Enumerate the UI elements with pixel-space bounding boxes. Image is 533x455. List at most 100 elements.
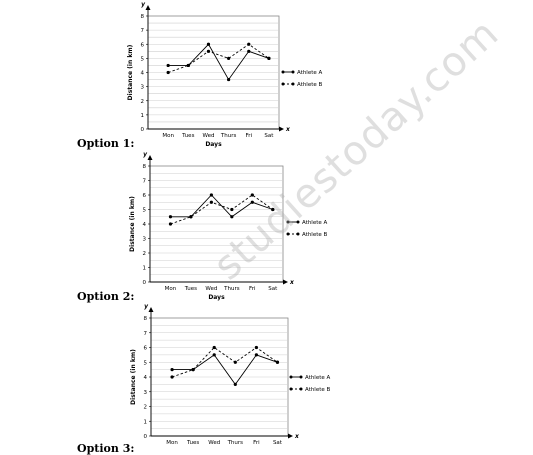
chart-2-athlete-a-point-wed <box>209 193 213 197</box>
chart-2-athlete-b-point-wed <box>209 200 213 204</box>
chart-1-y-axis-arrow <box>145 5 151 10</box>
chart-1-athlete-a-point-mon <box>166 63 170 68</box>
chart-1-y-tick-label: 4 <box>141 71 145 77</box>
chart-3-athlete-a-point-wed <box>212 353 216 357</box>
chart-3-x-tick-label: Tues <box>186 440 199 446</box>
chart-2-athlete-a-point-mon <box>168 215 173 219</box>
chart-3-y-tick-label: 5 <box>144 360 148 366</box>
chart-2-x-axis-title: Days <box>208 294 225 301</box>
chart-3-athlete-b-point-fri <box>254 345 258 350</box>
chart-1-x-tick-label: Wed <box>202 133 214 139</box>
chart-3-y-tick-label: 7 <box>144 331 148 337</box>
chart-2-x-axis-letter: x <box>289 279 295 286</box>
chart-3-y-tick-label: 2 <box>144 405 148 411</box>
chart-3-y-tick-label: 1 <box>144 419 148 425</box>
chart-3-x-tick-label: Wed <box>208 440 220 446</box>
chart-1-legend-athlete-b-marker-end <box>291 82 295 86</box>
chart-1-legend-athlete-b-marker-start <box>281 82 285 86</box>
chart-1-y-tick-label: 7 <box>141 28 145 34</box>
chart-3-y-tick-label: 3 <box>144 390 148 396</box>
chart-1-legend-athlete-a-marker-end <box>291 70 295 74</box>
chart-1-y-tick-label: 5 <box>141 56 145 62</box>
chart-2-y-tick-label: 4 <box>143 222 147 228</box>
chart-3-athlete-a-point-mon <box>170 368 174 372</box>
chart-1-x-axis-letter: x <box>285 126 291 133</box>
chart-2-y-axis-letter: y <box>143 151 148 158</box>
chart-1-y-tick-label: 8 <box>141 14 145 20</box>
chart-3-x-tick-label: Sat <box>273 440 283 446</box>
chart-2-athlete-a-point-thurs <box>230 215 234 219</box>
chart-3-y-tick-label: 4 <box>144 375 148 381</box>
chart-1-x-tick-label: Fri <box>245 133 252 139</box>
chart-2-athlete-b-point-fri <box>250 193 254 197</box>
chart-2-athlete-b-point-tues <box>189 215 193 219</box>
chart-1-athlete-b-point-thurs <box>227 56 231 60</box>
chart-2-athlete-b-point-mon <box>168 222 173 226</box>
chart-2-x-tick-label: Wed <box>205 286 217 292</box>
chart-2-x-tick-label: Thurs <box>223 286 240 292</box>
chart-2-legend-athlete-a-label: Athlete A <box>302 220 328 226</box>
chart-1-athlete-b-point-tues <box>186 63 190 68</box>
chart-1-athlete-b-point-sat <box>267 56 271 60</box>
chart-3-legend-athlete-a-marker-start <box>289 375 293 379</box>
chart-3-x-tick-label: Thurs <box>227 440 244 446</box>
chart-3-y-axis-letter: y <box>144 303 149 310</box>
chart-1-y-axis-title: Distance (in km) <box>127 44 134 100</box>
chart-1-y-tick-label: 3 <box>141 85 145 91</box>
chart-1-x-axis-arrow <box>279 126 284 132</box>
chart-1-athlete-b-line <box>168 43 270 73</box>
chart-1-legend-athlete-a-marker-start <box>281 70 285 74</box>
chart-3-x-axis-arrow <box>288 433 293 439</box>
chart-3-y-tick-label: 6 <box>144 346 148 352</box>
chart-3-legend-athlete-a-label: Athlete A <box>305 375 331 381</box>
option-2-label: Option 2: <box>77 290 135 303</box>
chart-1-athlete-b-point-fri <box>247 42 251 46</box>
option-3-label: Option 3: <box>77 442 135 455</box>
chart-1-athlete-a-line <box>168 43 270 81</box>
chart-2-y-axis-title: Distance (in km) <box>129 196 136 252</box>
chart-2-x-tick-label: Mon <box>165 286 177 292</box>
chart-2-x-tick-label: Sat <box>268 286 278 292</box>
chart-3-athlete-a-point-thurs <box>233 382 237 386</box>
chart-3-y-axis-arrow <box>148 307 154 312</box>
chart-1-x-axis-title: Days <box>205 141 222 148</box>
chart-1-x-tick-label: Sat <box>264 133 274 139</box>
chart-2-y-axis-arrow <box>147 155 153 160</box>
chart-1-y-tick-label: 6 <box>141 42 145 48</box>
chart-3-y-axis-title: Distance (in km) <box>130 349 137 405</box>
chart-3-athlete-b-point-tues <box>191 368 195 372</box>
chart-1-x-tick-label: Tues <box>181 133 194 139</box>
chart-2-legend-athlete-b-marker-end <box>296 232 300 236</box>
chart-3-x-axis-letter: x <box>294 433 300 440</box>
chart-1-legend-athlete-a-label: Athlete A <box>297 70 323 76</box>
chart-2-y-tick-label: 0 <box>143 280 147 286</box>
chart-1-x-tick-label: Thurs <box>220 133 237 139</box>
chart-3-athlete-b-point-wed <box>212 345 216 350</box>
chart-1-y-tick-label: 0 <box>141 127 145 133</box>
chart-2-athlete-b-point-sat <box>271 207 275 212</box>
chart-3-x-tick-label: Fri <box>253 440 260 446</box>
chart-2-y-tick-label: 1 <box>143 266 147 272</box>
chart-1-athlete-a-point-wed <box>206 42 211 46</box>
option-1-label: Option 1: <box>77 137 135 150</box>
chart-2-athlete-a-line <box>170 194 273 218</box>
chart-2-y-tick-label: 2 <box>143 251 147 257</box>
chart-1-athlete-a-point-fri <box>247 49 251 53</box>
chart-2-legend-athlete-b-label: Athlete B <box>302 232 328 238</box>
chart-3-athlete-b-point-sat <box>275 360 280 364</box>
chart-2-y-tick-label: 8 <box>143 164 147 170</box>
chart-2-y-tick-label: 7 <box>143 179 147 185</box>
chart-2-athlete-b-line <box>170 194 274 225</box>
chart-1-y-axis-letter: y <box>141 1 146 8</box>
chart-2-x-tick-label: Tues <box>184 286 197 292</box>
chart-3-athlete-b-point-thurs <box>233 360 237 364</box>
chart-3-y-tick-label: 8 <box>144 316 148 322</box>
chart-3-x-tick-label: Mon <box>166 440 178 446</box>
chart-2-legend-athlete-a-marker-end <box>296 220 300 224</box>
chart-3-athlete-a-point-fri <box>254 353 258 357</box>
chart-3-athlete-b-line <box>171 346 278 378</box>
chart-2-y-tick-label: 6 <box>143 193 147 199</box>
chart-1-athlete-a-point-thurs <box>227 77 231 82</box>
chart-3-legend-athlete-b-label: Athlete B <box>305 387 331 393</box>
